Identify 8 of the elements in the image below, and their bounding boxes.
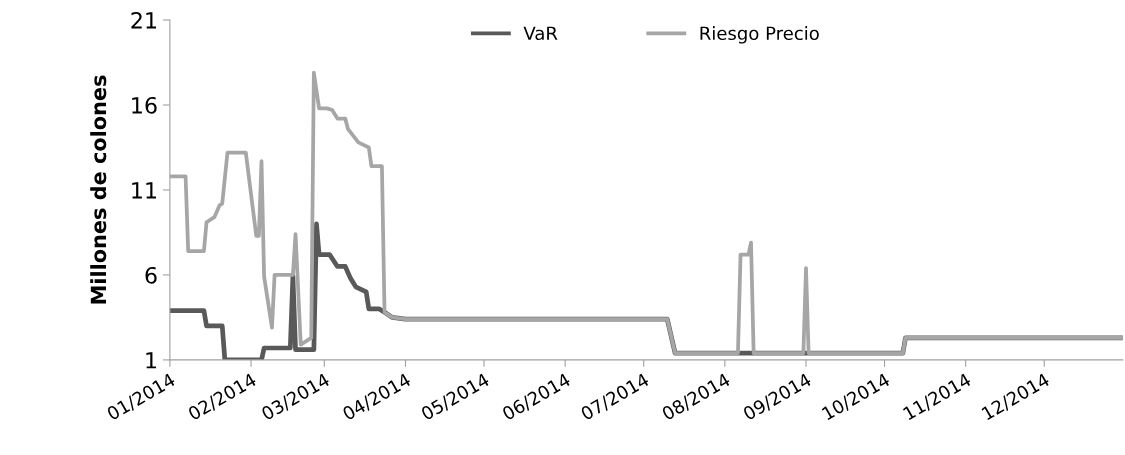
y-tick-label: 6 bbox=[145, 266, 157, 284]
y-tick-label: 21 bbox=[131, 11, 157, 29]
y-tick-label: 16 bbox=[132, 96, 157, 114]
legend-label: VaR bbox=[523, 26, 558, 41]
legend-label: Riesgo Precio bbox=[700, 26, 819, 44]
y-tick-label: 11 bbox=[132, 182, 157, 199]
y-tick-label: 1 bbox=[146, 352, 157, 369]
y-axis-title: Millones de colones bbox=[90, 75, 107, 304]
